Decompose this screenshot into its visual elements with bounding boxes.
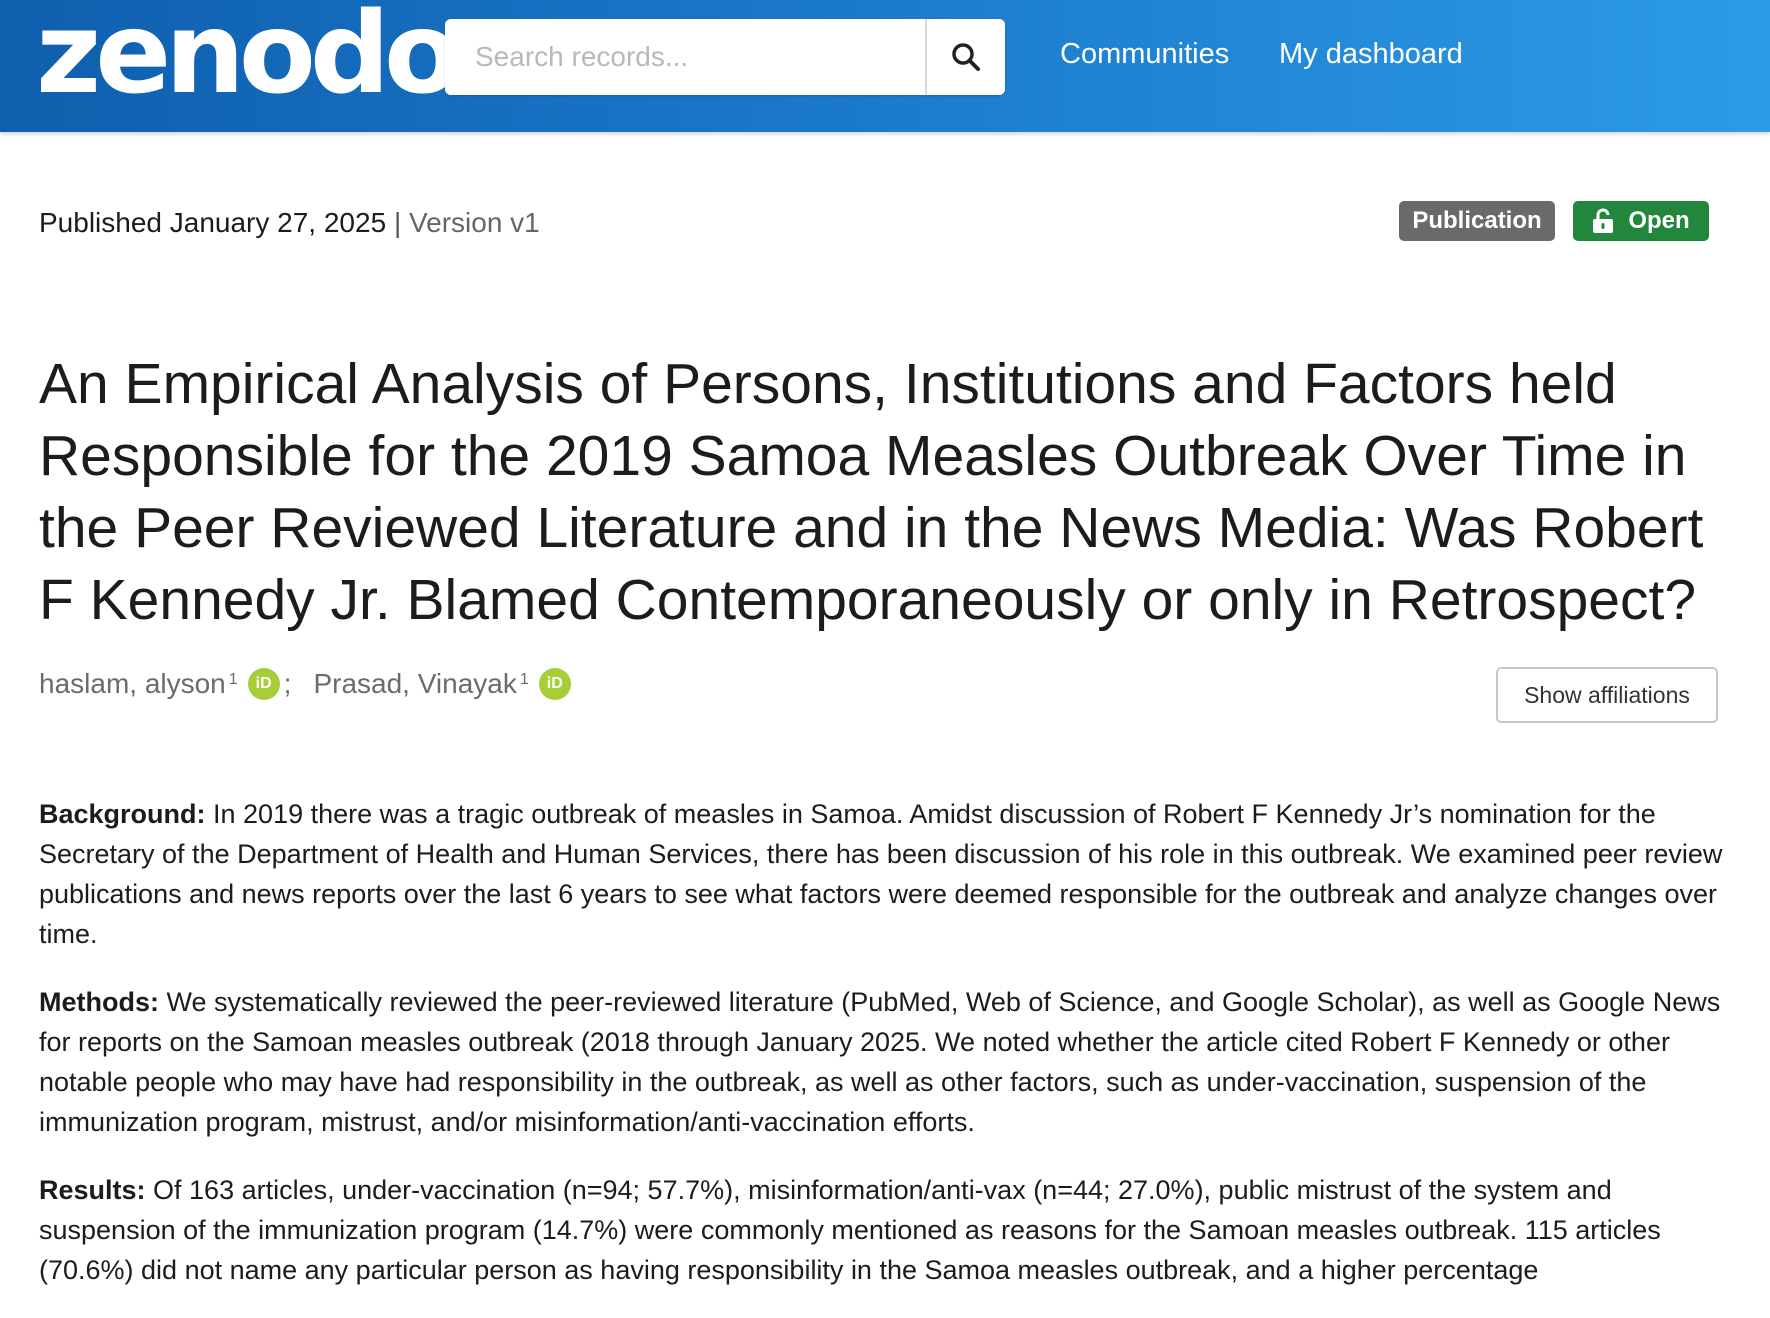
access-label: Open: [1628, 207, 1690, 234]
record-title: An Empirical Analysis of Persons, Instit…: [39, 352, 1704, 632]
search-button[interactable]: [925, 19, 1005, 95]
orcid-icon[interactable]: iD: [538, 668, 571, 700]
background-label: Background:: [39, 799, 206, 829]
access-badge[interactable]: Open: [1573, 201, 1709, 241]
author-name[interactable]: haslam, alyson: [39, 668, 226, 699]
publication-meta: Published January 27, 2025 | Version v1: [39, 207, 540, 239]
unlock-icon: [1593, 208, 1614, 233]
background-text: In 2019 there was a tragic outbreak of m…: [39, 799, 1723, 949]
resource-type-badge[interactable]: Publication: [1399, 201, 1555, 241]
author-separator: ;: [283, 668, 292, 699]
show-affiliations-button[interactable]: Show affiliations: [1496, 667, 1718, 723]
abstract-results: Results: Of 163 articles, under-vaccinat…: [39, 1170, 1729, 1290]
search-bar: [445, 19, 1005, 95]
search-input[interactable]: [445, 19, 925, 95]
methods-text: We systematically reviewed the peer-revi…: [39, 987, 1721, 1137]
zenodo-logo[interactable]: zenodo: [36, 0, 461, 119]
affiliation-marker: 1: [228, 671, 238, 688]
version-label: Version v1: [409, 207, 540, 238]
nav-my-dashboard[interactable]: My dashboard: [1279, 38, 1463, 70]
abstract-methods: Methods: We systematically reviewed the …: [39, 982, 1729, 1142]
results-label: Results:: [39, 1175, 146, 1205]
author-name[interactable]: Prasad, Vinayak: [313, 668, 517, 699]
nav-communities[interactable]: Communities: [1060, 38, 1230, 70]
top-header: zenodo Communities My dashboard: [0, 0, 1770, 132]
abstract-background: Background: In 2019 there was a tragic o…: [39, 794, 1729, 954]
methods-label: Methods:: [39, 987, 159, 1017]
published-date: Published January 27, 2025: [39, 207, 387, 238]
meta-separator: |: [393, 207, 402, 238]
affiliation-marker: 1: [519, 671, 529, 688]
abstract: Background: In 2019 there was a tragic o…: [39, 794, 1729, 1318]
results-text: Of 163 articles, under-vaccination (n=94…: [39, 1175, 1661, 1285]
author-list: haslam, alyson 1 iD ; Prasad, Vinayak 1 …: [39, 668, 571, 700]
search-icon: [952, 43, 980, 71]
orcid-icon[interactable]: iD: [247, 668, 280, 700]
